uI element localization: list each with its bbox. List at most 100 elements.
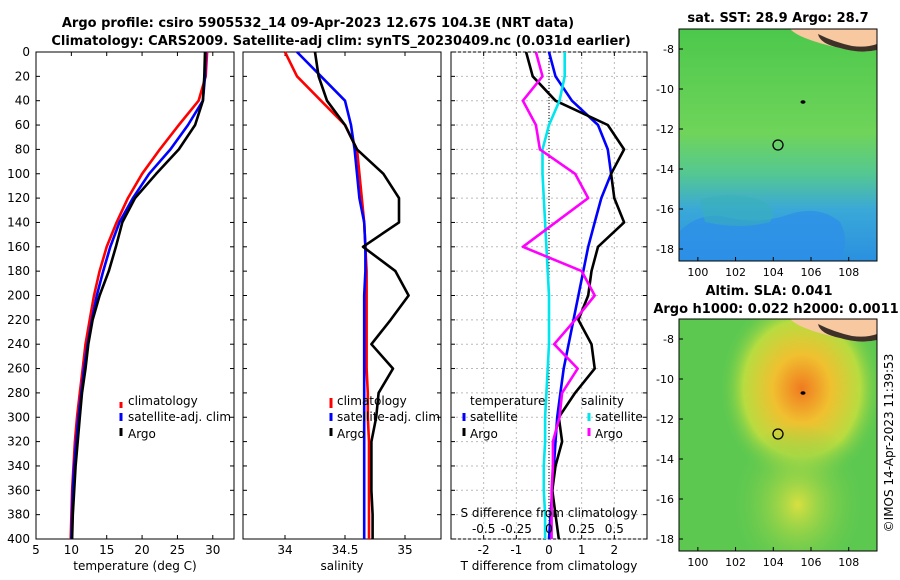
sla-argo-position-marker bbox=[772, 428, 784, 440]
top-tick-label: -0.5 bbox=[472, 522, 495, 536]
x-tick-label: -2 bbox=[478, 543, 490, 557]
map-y-tick-label: -10 bbox=[656, 83, 674, 96]
legend-label-climatology: climatology bbox=[128, 394, 198, 408]
y-tick-label: 20 bbox=[15, 69, 30, 83]
difference-top-xlabel: S difference from climatology bbox=[461, 506, 638, 520]
legend-label-s-satellite: satellite bbox=[595, 410, 643, 424]
series-line-satellite-adj-clim bbox=[296, 51, 367, 539]
x-tick-label: 20 bbox=[134, 543, 149, 557]
map-y-tick-label: -18 bbox=[656, 243, 674, 256]
temperature-lines bbox=[69, 51, 209, 540]
y-tick-label: 380 bbox=[7, 508, 30, 522]
difference-lines bbox=[521, 51, 626, 540]
map-x-tick-label: 106 bbox=[801, 266, 822, 279]
y-tick-label: 320 bbox=[7, 435, 30, 449]
salinity-axes bbox=[242, 51, 442, 540]
salinity-panel: 34 34.5 35 salinity climatology satellite-… bbox=[242, 51, 442, 573]
y-tick-label: 60 bbox=[15, 118, 30, 132]
sla-map-title: Altim. SLA: 0.041 bbox=[706, 284, 833, 299]
sla-coast bbox=[818, 324, 877, 342]
map-y-tick-label: -8 bbox=[663, 333, 674, 346]
y-tick-label: 120 bbox=[7, 191, 30, 205]
sla-map-panel: Altim. SLA: 0.041 Argo h1000: 0.022 h200… bbox=[653, 284, 898, 569]
series-line-satellite-adj-clim bbox=[70, 51, 207, 540]
sst-map-panel: sat. SST: 28.9 Argo: 28.7 100 102 104 106 10… bbox=[656, 11, 878, 279]
x-tick-label: 34 bbox=[277, 543, 292, 557]
map-y-tick-label: -16 bbox=[656, 493, 674, 506]
sla-island-marker bbox=[800, 391, 806, 395]
y-tick-label: 360 bbox=[7, 483, 30, 497]
map-y-tick-label: -16 bbox=[656, 203, 674, 216]
y-tick-label: 100 bbox=[7, 167, 30, 181]
map-x-tick-label: 108 bbox=[838, 266, 859, 279]
sla-map-ticks: 100 102 104 106 108 -8 -10 -12 -14 -16 -18 bbox=[656, 333, 859, 569]
figure-title-line2: Climatology: CARS2009. Satellite-adj cli… bbox=[51, 34, 630, 49]
map-y-tick-label: -12 bbox=[656, 123, 674, 136]
x-tick-label: 2 bbox=[611, 543, 619, 557]
legend-label-climatology: climatology bbox=[337, 394, 407, 408]
sst-cool-patch bbox=[700, 195, 774, 226]
y-tick-label: 160 bbox=[7, 240, 30, 254]
x-tick-label: 0 bbox=[545, 543, 553, 557]
map-y-tick-label: -12 bbox=[656, 413, 674, 426]
map-x-tick-label: 104 bbox=[763, 556, 784, 569]
y-tick-label: 260 bbox=[7, 362, 30, 376]
legend-label-satellite: satellite-adj. clim bbox=[337, 410, 440, 424]
salinity-xlabel: salinity bbox=[320, 559, 363, 573]
series-line-t-argo bbox=[524, 51, 626, 540]
x-tick-label: -1 bbox=[510, 543, 522, 557]
temperature-xlabel: temperature (deg C) bbox=[73, 559, 196, 573]
sst-map-ticks: 100 102 104 106 108 -8 -10 -12 -14 -16 -18 bbox=[656, 43, 859, 279]
map-x-tick-label: 102 bbox=[725, 556, 746, 569]
y-tick-label: 0 bbox=[22, 45, 30, 59]
legend-label-t-argo: Argo bbox=[470, 427, 498, 441]
sst-land-java bbox=[790, 29, 877, 52]
legend-label-s-argo: Argo bbox=[595, 427, 623, 441]
x-tick-label: 34.5 bbox=[332, 543, 359, 557]
series-line-argo bbox=[313, 51, 410, 539]
y-tick-label: 180 bbox=[7, 264, 30, 278]
y-tick-label: 140 bbox=[7, 215, 30, 229]
top-tick-label: 0.5 bbox=[605, 522, 624, 536]
y-tick-label: 400 bbox=[7, 532, 30, 546]
difference-panel: -2 -1 0 1 2 T difference from climatology S … bbox=[450, 51, 648, 573]
y-tick-label: 200 bbox=[7, 289, 30, 303]
top-tick-label: 0 bbox=[545, 522, 553, 536]
map-x-tick-label: 108 bbox=[838, 556, 859, 569]
legend-label-t-satellite: satellite bbox=[470, 410, 518, 424]
map-x-tick-label: 104 bbox=[763, 266, 784, 279]
legend-label-satellite: satellite-adj. clim bbox=[128, 410, 231, 424]
salinity-legend: climatology satellite-adj. clim Argo bbox=[329, 394, 440, 441]
map-y-tick-label: -18 bbox=[656, 533, 674, 546]
sst-map-title: sat. SST: 28.9 Argo: 28.7 bbox=[687, 11, 868, 26]
y-tick-label: 300 bbox=[7, 410, 30, 424]
map-x-tick-label: 100 bbox=[687, 266, 708, 279]
x-tick-label: 25 bbox=[170, 543, 185, 557]
x-tick-label: 15 bbox=[99, 543, 114, 557]
y-tick-label: 240 bbox=[7, 337, 30, 351]
map-y-tick-label: -8 bbox=[663, 43, 674, 56]
legend-title-salinity: salinity bbox=[581, 394, 624, 408]
sla-map-frame bbox=[678, 318, 878, 552]
top-tick-label: 0.25 bbox=[568, 522, 595, 536]
salinity-lines bbox=[283, 51, 410, 539]
sst-coast bbox=[818, 34, 877, 52]
salinity-ticks: 34 34.5 35 bbox=[243, 51, 441, 557]
y-tick-label: 80 bbox=[15, 142, 30, 156]
sla-secondary-anomaly bbox=[679, 319, 877, 551]
x-tick-label: 5 bbox=[32, 543, 40, 557]
difference-xlabel: T difference from climatology bbox=[460, 559, 638, 573]
map-y-tick-label: -14 bbox=[656, 453, 674, 466]
sst-island-marker bbox=[800, 100, 806, 104]
temperature-legend: climatology satellite-adj. clim Argo bbox=[119, 394, 231, 441]
sla-land-java bbox=[790, 319, 877, 342]
difference-top-ticks: -0.5 -0.25 0 0.25 0.5 bbox=[472, 522, 624, 536]
y-tick-label: 220 bbox=[7, 313, 30, 327]
footer-timestamp: ©IMOS 14-Apr-2023 11:39:53 bbox=[882, 354, 896, 533]
y-tick-label: 340 bbox=[7, 459, 30, 473]
series-line-s-satellite bbox=[541, 52, 567, 539]
map-x-tick-label: 106 bbox=[801, 556, 822, 569]
series-line-s-argo bbox=[521, 51, 597, 539]
sla-map-subtitle: Argo h1000: 0.022 h2000: 0.0011 bbox=[653, 302, 898, 317]
